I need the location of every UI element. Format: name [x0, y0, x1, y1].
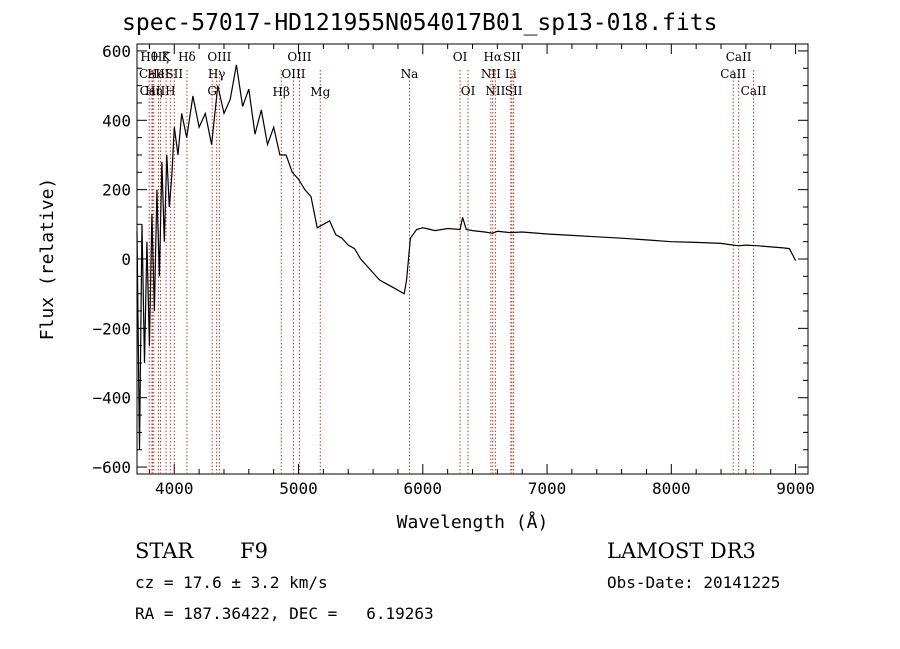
redshift-label: cz = 17.6 ± 3.2 km/s [135, 573, 328, 592]
line-marker-label: Hζ [152, 50, 169, 64]
object-type-label: STAR [135, 539, 194, 563]
line-marker-label: Hδ [178, 50, 196, 64]
x-tick-label: 5000 [279, 479, 318, 498]
y-tick-label: 200 [102, 181, 131, 200]
line-marker-label: SII [165, 67, 183, 81]
survey-label: LAMOST DR3 [607, 539, 756, 563]
chart-title: spec-57017-HD121955N054017B01_sp13-018.f… [122, 10, 718, 36]
subclass-label: F9 [240, 539, 268, 563]
line-marker-label: CaII [140, 84, 166, 98]
line-marker-label: OIII [207, 50, 231, 64]
line-marker-label: HeI [147, 67, 170, 81]
line-marker-label: H [165, 84, 175, 98]
line-marker-label: SII [503, 50, 521, 64]
y-tick-label: 600 [102, 42, 131, 61]
line-marker-label: Hγ [208, 67, 226, 81]
line-marker-label: CaII [720, 67, 746, 81]
line-marker-label: CaII [726, 50, 752, 64]
x-tick-label: 9000 [776, 479, 815, 498]
x-tick-label: 7000 [528, 479, 567, 498]
line-marker-label: CaII [741, 84, 767, 98]
y-tick-label: −600 [92, 458, 131, 477]
line-marker-label: OI [453, 50, 468, 64]
y-tick-label: −200 [92, 319, 131, 338]
line-marker-label: OIII [287, 50, 311, 64]
spectrum-line [136, 64, 797, 450]
line-marker-label: Hθ [140, 50, 158, 64]
line-marker-label: OIII [281, 67, 305, 81]
line-marker-label: SII [505, 84, 523, 98]
x-tick-label: 8000 [652, 479, 691, 498]
coordinates-label: RA = 187.36422, DEC = 6.19263 [135, 604, 434, 623]
x-tick-label: 4000 [155, 479, 194, 498]
line-marker-label: Na [401, 67, 419, 81]
line-marker-label: Hη [145, 84, 163, 98]
plot-frame [136, 43, 809, 475]
y-tick-label: 400 [102, 111, 131, 130]
line-marker-label: Hα [483, 50, 502, 64]
x-tick-label: 6000 [404, 479, 443, 498]
line-marker-label: Li [505, 67, 517, 81]
x-axis-label: Wavelength (Å) [397, 511, 549, 533]
line-marker-label: NII [481, 67, 501, 81]
y-axis-label: Flux (relative) [37, 178, 58, 341]
line-marker-label: K [162, 50, 172, 64]
line-marker-label: OI [461, 84, 476, 98]
line-marker-label: NII [485, 84, 505, 98]
y-tick-label: −400 [92, 389, 131, 408]
line-marker-label: Hβ [273, 85, 290, 99]
line-marker-label: G [207, 84, 217, 98]
obs-date-label: Obs-Date: 20141225 [607, 573, 781, 592]
line-marker-label: Mg [310, 85, 330, 99]
y-tick-label: 0 [121, 250, 131, 269]
